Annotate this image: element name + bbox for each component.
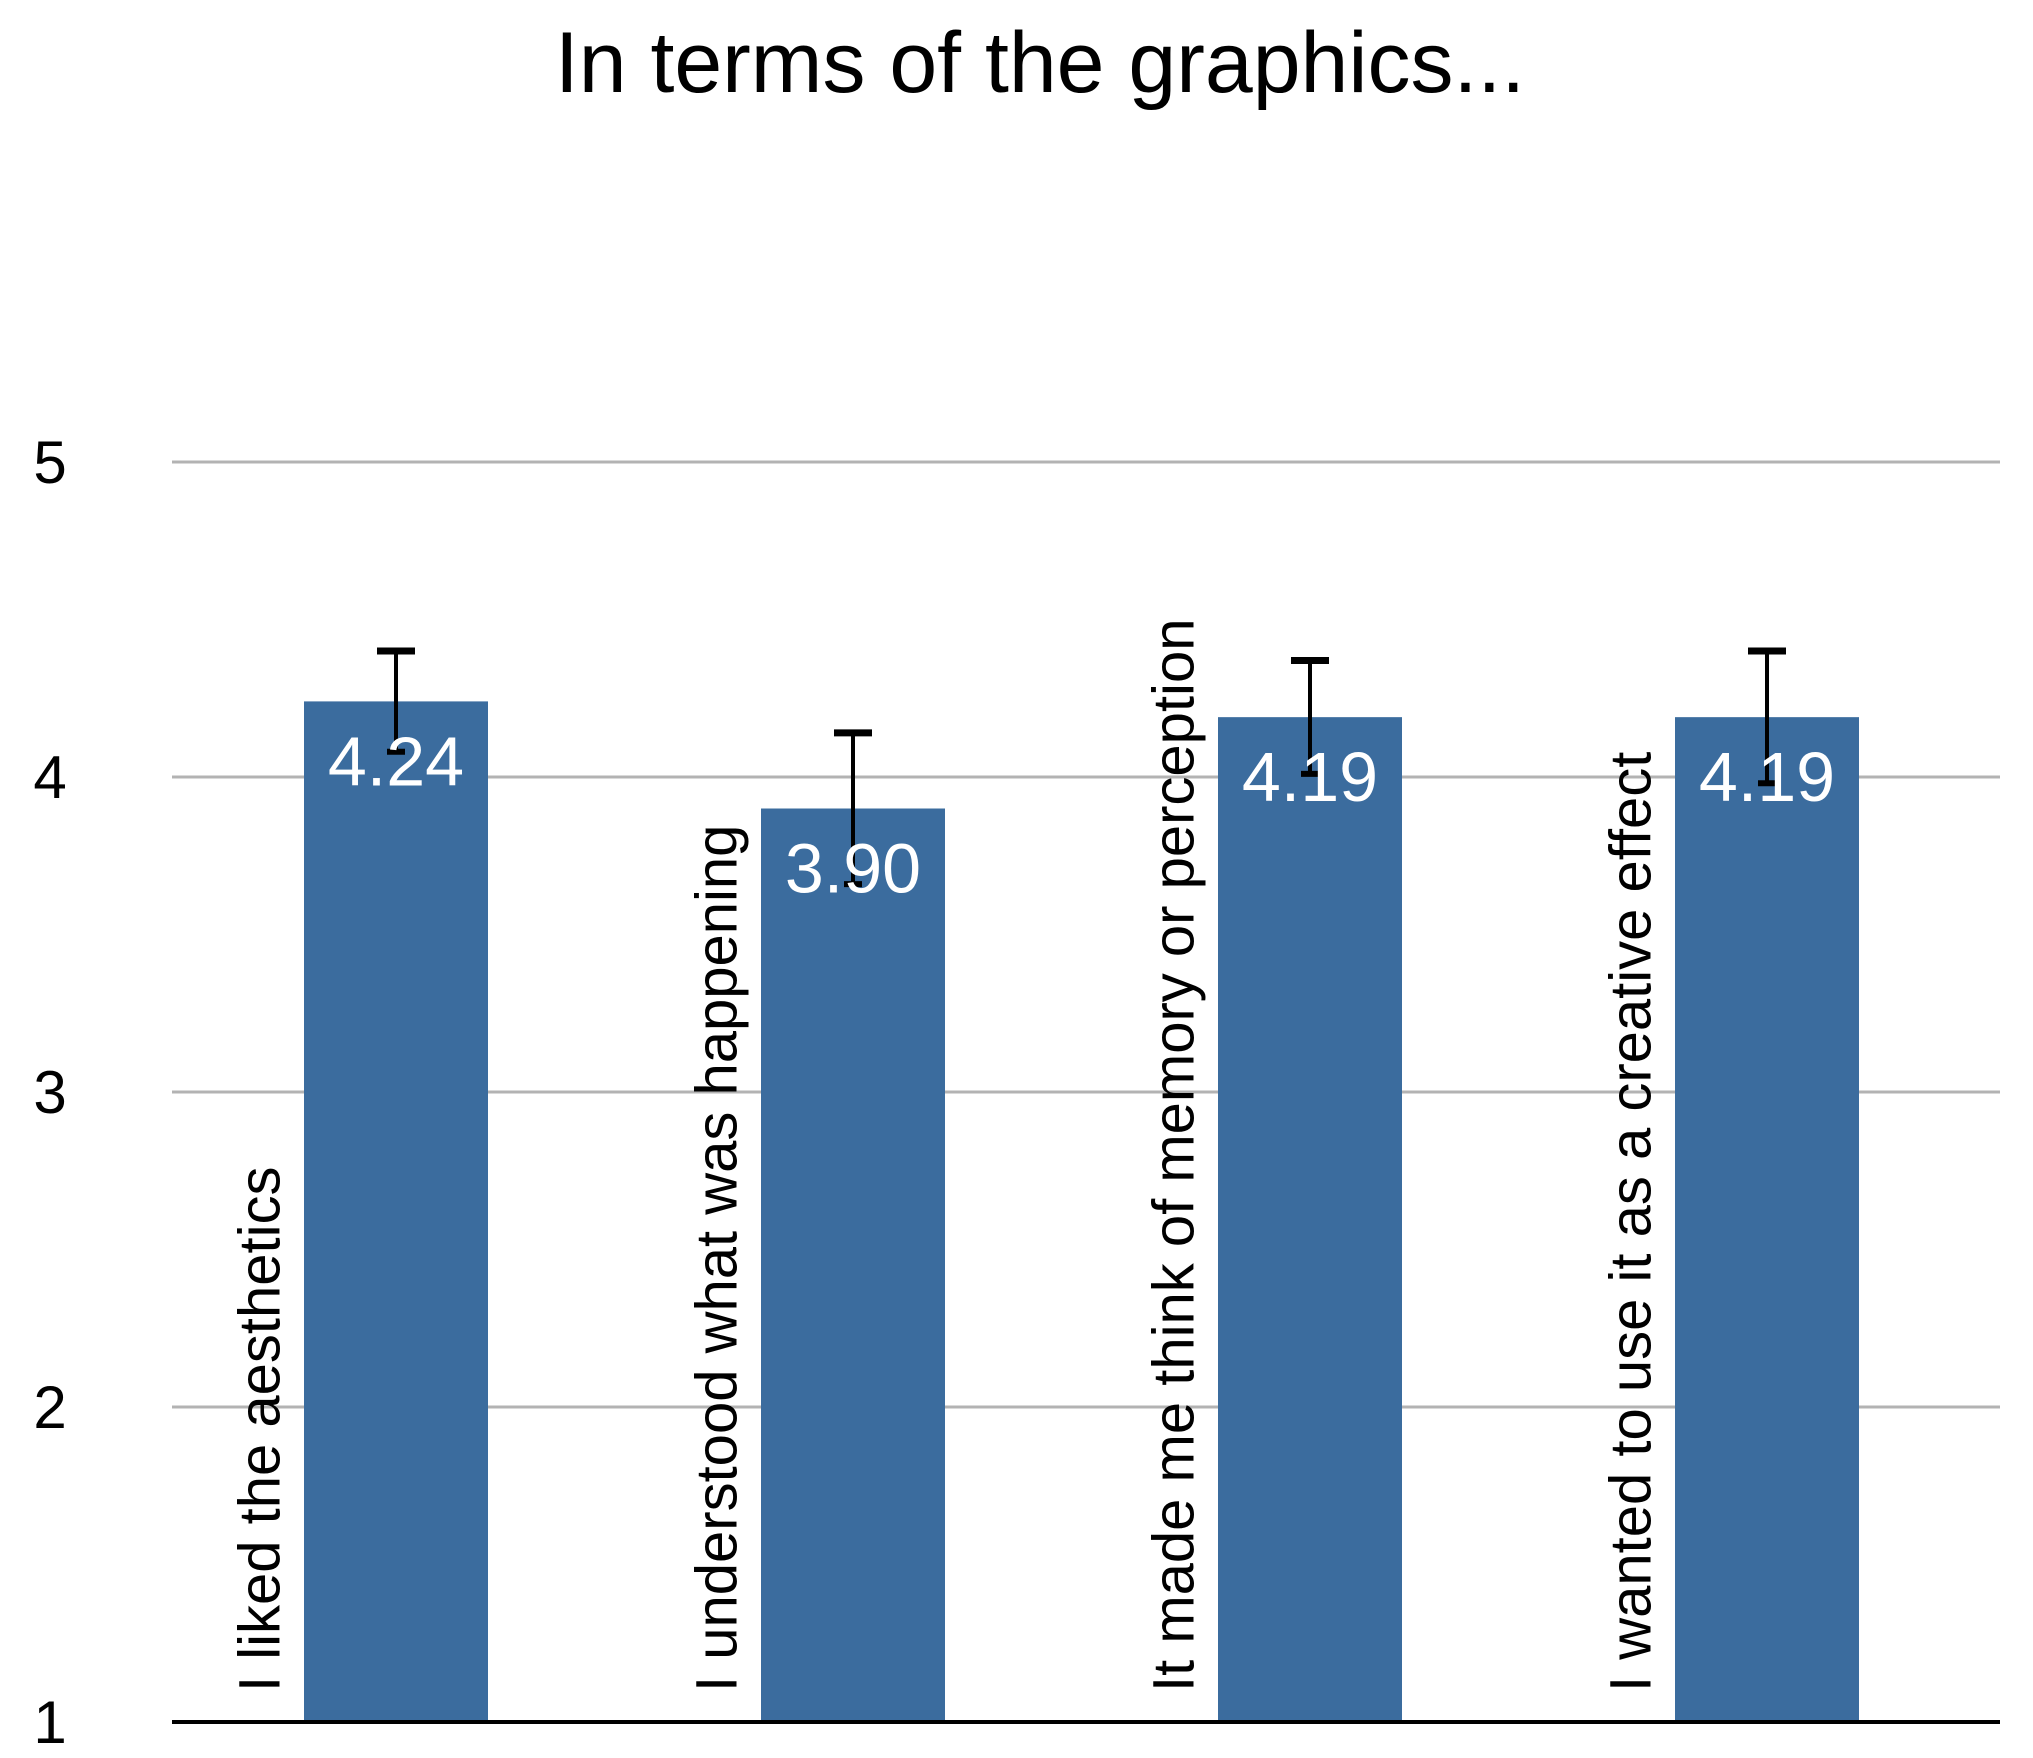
data-label: 4.19 bbox=[1699, 738, 1835, 816]
data-labels: 4.24 3.90 4.19 4.19 bbox=[328, 722, 1835, 907]
error-bar bbox=[1291, 656, 1329, 777]
category-label: I liked the aesthetics bbox=[227, 1166, 292, 1692]
error-bar bbox=[1748, 647, 1786, 787]
bar bbox=[304, 701, 488, 1722]
error-bar bbox=[377, 647, 415, 755]
category-label: I wanted to use it as a creative effect bbox=[1598, 752, 1663, 1692]
y-tick-label: 2 bbox=[33, 1374, 66, 1441]
data-label: 3.90 bbox=[785, 830, 921, 908]
y-tick-label: 3 bbox=[33, 1059, 66, 1126]
category-label: It made me think of memory or perception bbox=[1141, 619, 1206, 1692]
chart-title: In terms of the graphics... bbox=[555, 15, 1525, 111]
bar bbox=[1218, 717, 1402, 1722]
bar bbox=[1675, 717, 1859, 1722]
category-labels: I liked the aesthetics I understood what … bbox=[227, 619, 1663, 1692]
category-label: I understood what was happening bbox=[684, 825, 749, 1692]
error-bars bbox=[377, 647, 1786, 888]
y-tick-label: 4 bbox=[33, 744, 66, 811]
data-label: 4.19 bbox=[1242, 738, 1378, 816]
bar bbox=[761, 808, 945, 1722]
data-label: 4.24 bbox=[328, 722, 464, 800]
error-bar bbox=[834, 729, 872, 888]
y-tick-label: 5 bbox=[33, 429, 66, 496]
y-tick-label: 1 bbox=[33, 1689, 66, 1756]
bars bbox=[304, 701, 1859, 1722]
y-axis-tick-labels: 1 2 3 4 5 bbox=[33, 429, 66, 1756]
